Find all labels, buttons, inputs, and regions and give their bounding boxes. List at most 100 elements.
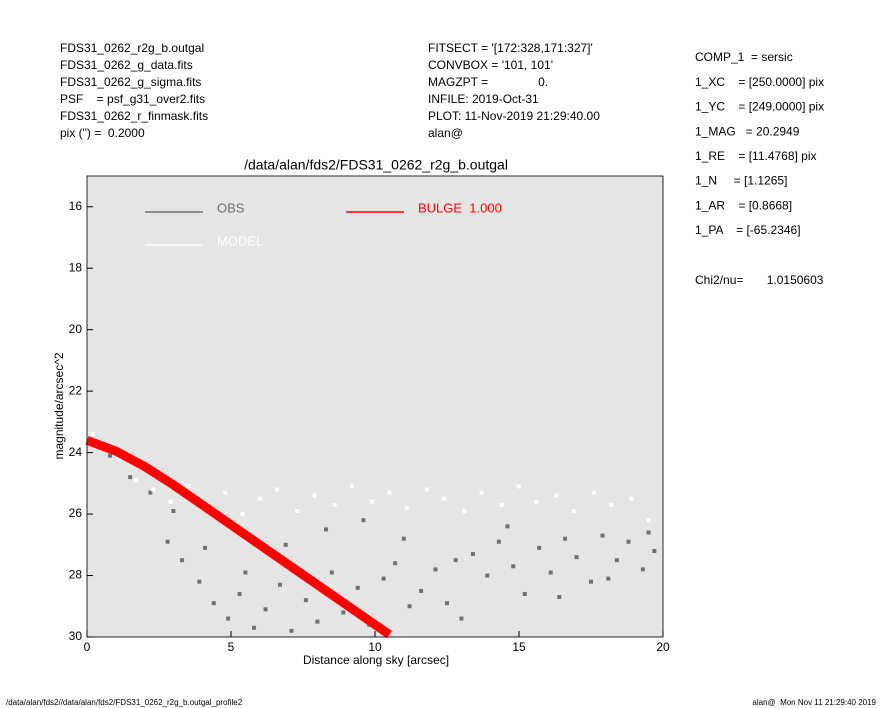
point (517, 484, 521, 489)
point (165, 539, 170, 544)
y-tick-label: 24 (69, 445, 83, 459)
point (361, 518, 366, 523)
header-left-line: PSF = psf_g31_over2.fits (60, 92, 205, 106)
header-middle-line: CONVBOX = '101, 101' (428, 58, 553, 72)
point (419, 588, 424, 593)
point (303, 598, 308, 603)
point (128, 475, 133, 480)
point (240, 512, 245, 517)
point (168, 499, 173, 504)
point (133, 478, 138, 483)
point (453, 558, 458, 563)
point (171, 508, 176, 513)
point (433, 567, 438, 572)
point (534, 499, 539, 504)
legend-label: OBS (217, 200, 245, 215)
point (479, 490, 484, 495)
point (571, 508, 576, 513)
point (237, 591, 242, 596)
point (591, 490, 596, 495)
point (312, 493, 317, 498)
point (424, 487, 429, 492)
y-tick-label: 20 (69, 322, 83, 336)
legend-label: BULGE 1.000 (418, 200, 502, 215)
point (275, 487, 280, 492)
point (646, 518, 651, 523)
header-right-line: 1_XC = [250.0000] pix (695, 75, 824, 89)
point (223, 490, 228, 495)
point (116, 456, 121, 461)
point (537, 545, 542, 550)
header-right-line: 1_AR = [0.8668] (695, 198, 792, 212)
footer-left: /data/alan/fds2//data/alan/fds2/FDS31_02… (6, 698, 243, 707)
header-right-line: 1_N = [1.1265] (695, 174, 787, 188)
point (606, 576, 611, 581)
x-tick-label: 5 (228, 640, 235, 654)
point (404, 505, 409, 510)
point (646, 530, 651, 535)
point (393, 561, 398, 566)
point (295, 508, 300, 513)
header-middle-line: MAGZPT = 0. (428, 75, 548, 89)
point (252, 625, 257, 630)
header-left-line: pix (") = 0.2000 (60, 126, 145, 140)
point (263, 607, 268, 612)
header-left-line: FDS31_0262_r2g_b.outgal (60, 41, 204, 55)
header-right-line: 1_RE = [11.4768] pix (695, 149, 817, 163)
point (349, 484, 354, 489)
point (277, 582, 282, 587)
header-left-line: FDS31_0262_r_finmask.fits (60, 109, 208, 123)
point (257, 496, 262, 501)
y-tick-label: 22 (69, 383, 83, 397)
header-middle-line: PLOT: 11-Nov-2019 21:29:40.00 (428, 109, 600, 123)
point (640, 567, 645, 572)
point (470, 552, 475, 557)
point (574, 555, 579, 560)
point (370, 499, 375, 504)
point (324, 527, 329, 532)
point (315, 619, 320, 624)
point (609, 502, 614, 507)
y-tick-label: 18 (69, 260, 83, 274)
point (445, 601, 449, 606)
point (148, 490, 153, 495)
point (289, 628, 294, 633)
legend-label: MODEL (217, 233, 263, 248)
header-middle-line: INFILE: 2019-Oct-31 (428, 92, 539, 106)
footer-right: alan@ Mon Nov 11 21:29:40 2019 (752, 698, 876, 707)
point (522, 591, 527, 596)
point (511, 564, 516, 569)
point (226, 616, 231, 621)
x-tick-label: 0 (84, 640, 91, 654)
chart-title: /data/alan/fds2/FDS31_0262_r2g_b.outgal (244, 157, 508, 173)
point (185, 484, 190, 489)
point (485, 573, 490, 578)
point (180, 558, 185, 563)
chi2: Chi2/nu= 1.0150603 (695, 273, 824, 287)
header-right-line: 1_PA = [-65.2346] (695, 223, 801, 237)
header-left-line: FDS31_0262_g_sigma.fits (60, 75, 201, 89)
header-right-line: 1_YC = [249.0000] pix (695, 100, 824, 114)
point (90, 432, 95, 437)
point (505, 524, 510, 529)
header-left-line: FDS31_0262_g_data.fits (60, 58, 193, 72)
point (652, 548, 657, 553)
point (355, 585, 360, 590)
point (151, 487, 156, 492)
point (381, 576, 386, 581)
x-tick-label: 20 (656, 640, 670, 654)
point (629, 496, 634, 501)
point (626, 539, 631, 544)
y-tick-label: 26 (69, 506, 83, 520)
header-right-line: COMP_1 = sersic (695, 50, 793, 64)
point (459, 616, 464, 621)
point (589, 579, 593, 584)
point (557, 595, 562, 600)
header-middle-line: alan@ (428, 126, 463, 140)
point (499, 502, 504, 507)
point (203, 545, 208, 550)
y-axis-label: magnitude/arcsec^2 (52, 352, 66, 459)
point (197, 579, 202, 584)
